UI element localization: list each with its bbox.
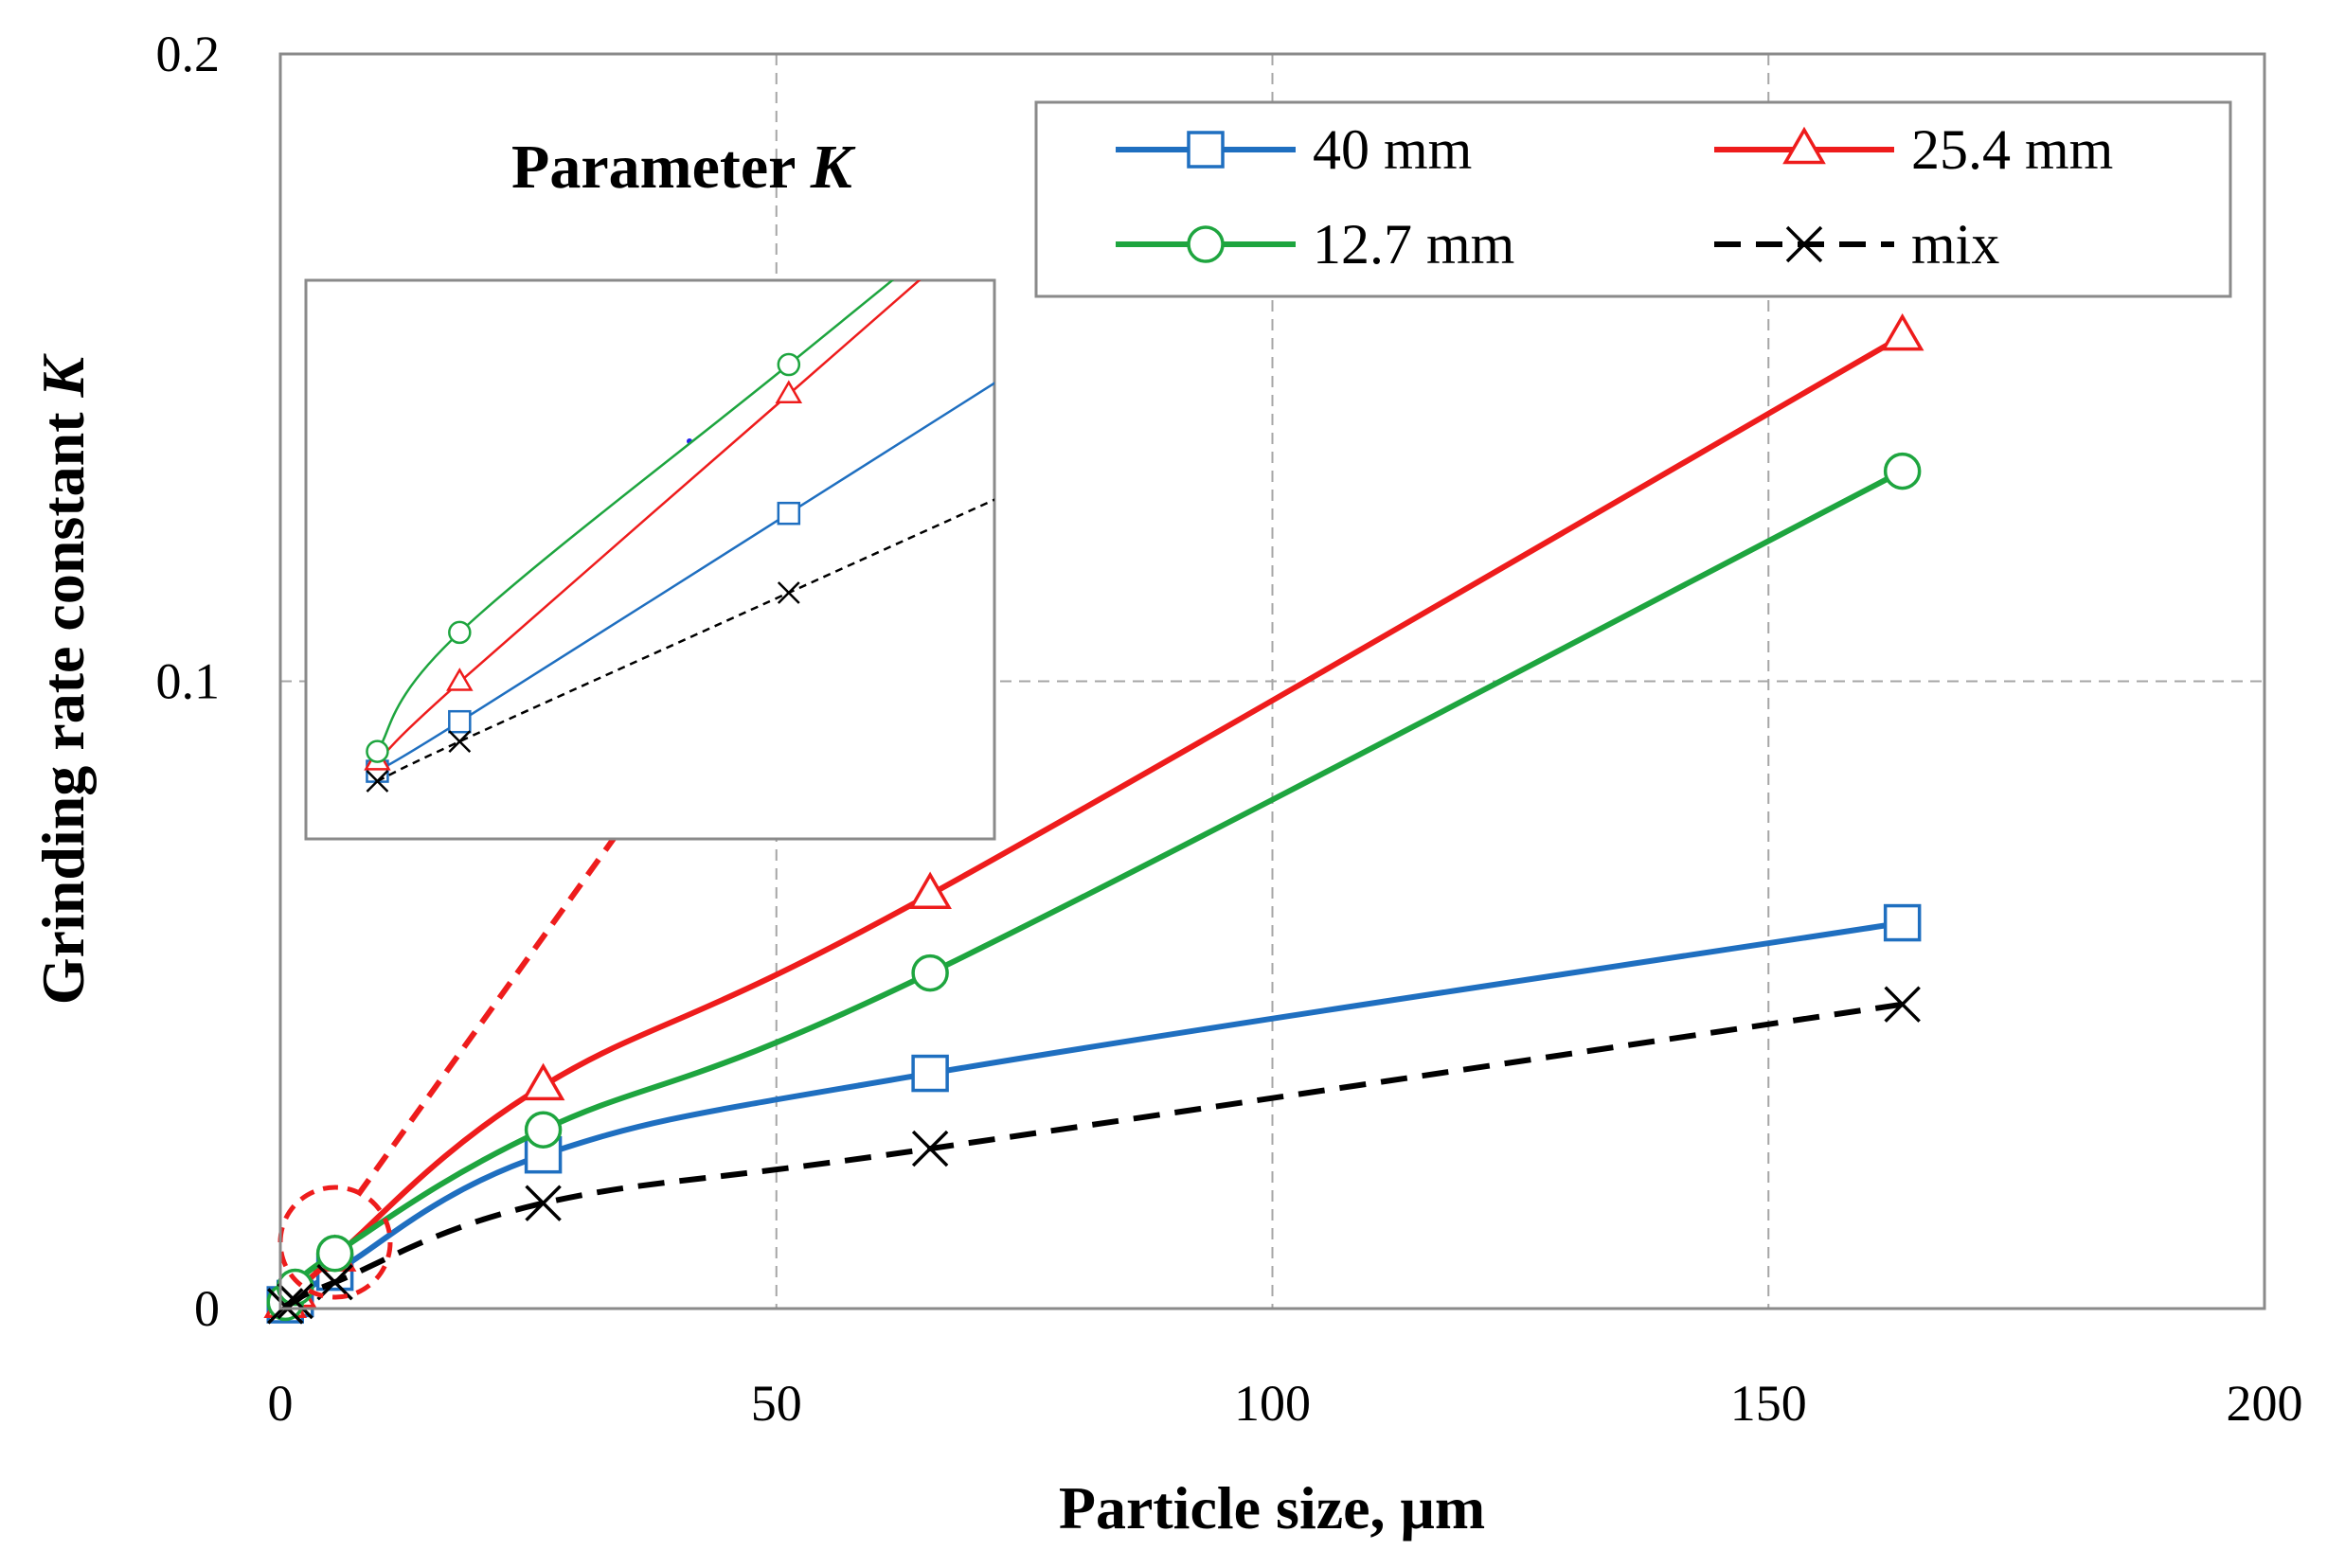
y-tick-label: 0 bbox=[194, 1280, 220, 1337]
x-tick-label: 200 bbox=[2227, 1375, 2303, 1432]
legend-entry-mix: mix bbox=[1714, 213, 1999, 276]
y-axis-title: Grinding rate constant K bbox=[29, 352, 97, 1005]
legend-marker-25-4-mm bbox=[1782, 126, 1826, 165]
legend-label-25-4-mm: 25.4 mm bbox=[1911, 118, 2113, 181]
inset-line-40-mm bbox=[376, 382, 994, 773]
y-axis-title-symbol: K bbox=[29, 352, 97, 398]
series-40-mm bbox=[266, 903, 1922, 1324]
legend: 40 mm 25.4 mm 12.7 mm mix bbox=[1034, 100, 2232, 298]
x-tick-label: 50 bbox=[751, 1375, 802, 1432]
data-point-12-7-mm bbox=[911, 953, 949, 992]
legend-entry-40-mm: 40 mm bbox=[1116, 118, 1472, 181]
data-point-12-7-mm bbox=[524, 1111, 563, 1149]
inset-point-12-7-mm bbox=[777, 352, 801, 377]
legend-entry-12-7-mm: 12.7 mm bbox=[1116, 213, 1514, 276]
data-point-12-7-mm bbox=[315, 1234, 354, 1273]
series-line-mix bbox=[283, 1001, 1904, 1310]
y-axis-title-main: Grinding rate constant bbox=[29, 412, 97, 1005]
data-point-25-4-mm bbox=[1880, 312, 1924, 351]
zoom-region-circle bbox=[277, 1185, 393, 1300]
series-line-40-mm bbox=[283, 919, 1904, 1308]
data-point-mix bbox=[525, 1185, 562, 1221]
data-point-40-mm bbox=[1883, 903, 1922, 942]
x-axis-title: Particle size, μm bbox=[1059, 1474, 1485, 1541]
inset-point-mix bbox=[777, 581, 800, 604]
data-point-mix bbox=[911, 1130, 949, 1167]
inset-line-12-7-mm bbox=[376, 280, 895, 753]
legend-marker-mix bbox=[1785, 225, 1823, 263]
legend-marker-12-7-mm bbox=[1187, 225, 1225, 263]
y-tick-labels: 0 0.1 0.2 bbox=[156, 26, 221, 1337]
legend-label-mix: mix bbox=[1911, 213, 1999, 276]
inset-plot bbox=[304, 278, 996, 841]
inset-line-25-4-mm bbox=[376, 280, 922, 763]
plot-area-frame bbox=[278, 52, 2266, 1310]
inset-series bbox=[364, 280, 994, 793]
y-tick-label: 0.1 bbox=[156, 653, 221, 710]
x-tick-label: 100 bbox=[1234, 1375, 1311, 1432]
legend-frame bbox=[1034, 100, 2232, 298]
parameter-annotation-symbol: K bbox=[810, 133, 856, 202]
x-tick-label: 0 bbox=[268, 1375, 294, 1432]
data-point-12-7-mm bbox=[1883, 452, 1922, 490]
inset-frame bbox=[304, 278, 996, 841]
legend-label-40-mm: 40 mm bbox=[1313, 118, 1472, 181]
series-lines bbox=[263, 312, 1924, 1325]
data-point-mix bbox=[266, 1288, 304, 1325]
y-tick-label: 0.2 bbox=[156, 26, 221, 82]
inset-point-25-4-mm bbox=[446, 668, 474, 691]
data-point-mix bbox=[1884, 986, 1921, 1023]
inset-point-12-7-mm bbox=[366, 739, 389, 763]
parameter-annotation: Parameter K bbox=[511, 133, 856, 202]
inset-series-12-7-mm bbox=[366, 280, 895, 763]
x-tick-labels: 0 50 100 150 200 bbox=[268, 1375, 2303, 1432]
inset-point-25-4-mm bbox=[775, 380, 803, 403]
legend-label-12-7-mm: 12.7 mm bbox=[1313, 213, 1514, 276]
x-tick-label: 150 bbox=[1730, 1375, 1807, 1432]
data-point-mix bbox=[277, 1282, 313, 1320]
legend-marker-40-mm bbox=[1187, 131, 1225, 169]
data-point-25-4-mm bbox=[908, 871, 952, 909]
inset-point-40-mm bbox=[448, 709, 472, 734]
inset-series-mix bbox=[366, 498, 994, 793]
series-mix bbox=[266, 986, 1921, 1325]
inset-point-mix bbox=[448, 730, 472, 754]
inset-point-mix bbox=[366, 770, 389, 793]
inset-line-mix bbox=[376, 498, 994, 783]
inset-point-12-7-mm bbox=[448, 620, 472, 645]
legend-entry-25-4-mm: 25.4 mm bbox=[1714, 118, 2113, 181]
data-point-25-4-mm bbox=[521, 1062, 565, 1101]
zoom-leader-line bbox=[355, 831, 620, 1197]
inset-point-40-mm bbox=[777, 501, 801, 526]
data-point-40-mm bbox=[911, 1054, 949, 1093]
parameter-annotation-word: Parameter bbox=[511, 133, 795, 202]
